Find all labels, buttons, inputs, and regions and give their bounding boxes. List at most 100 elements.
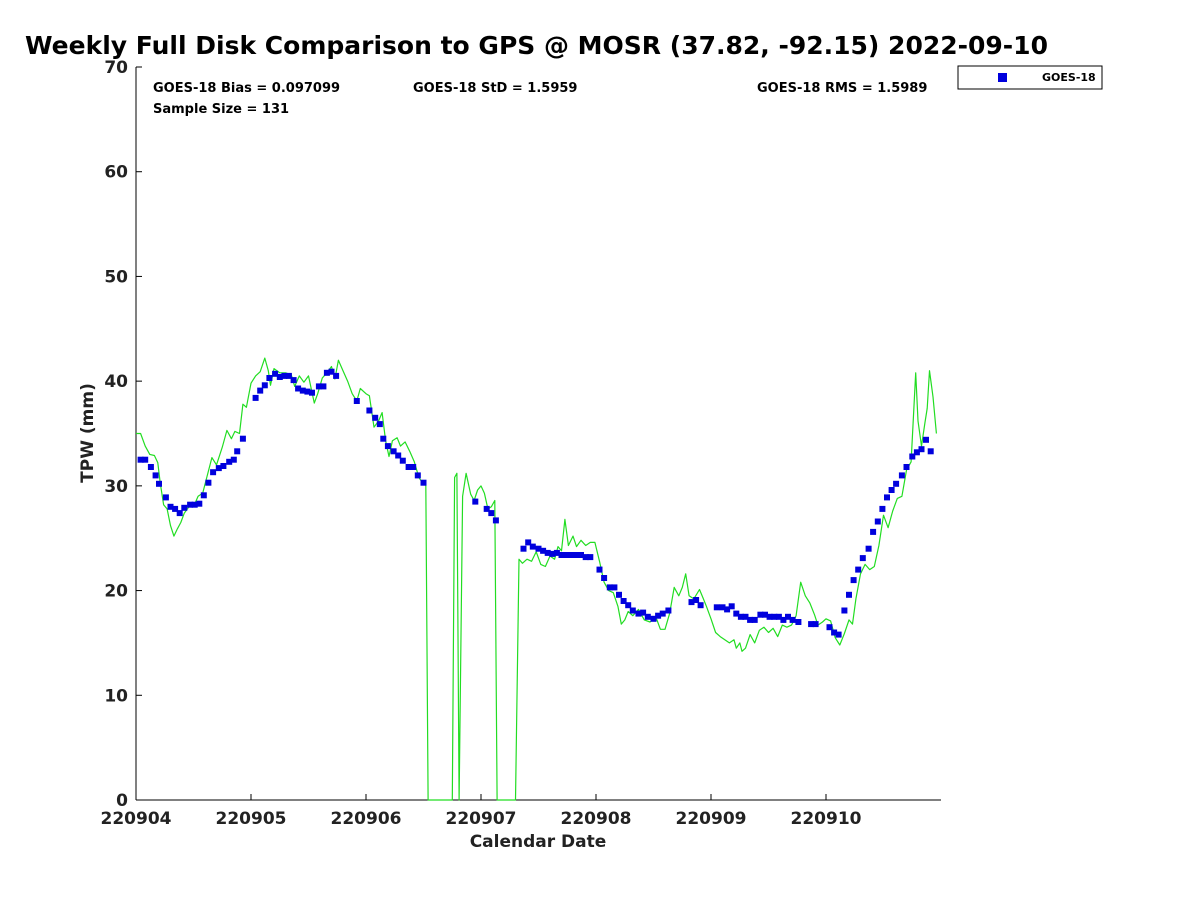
goes-18-point xyxy=(162,494,169,501)
goes-18-point xyxy=(578,552,584,558)
goes-18-point xyxy=(850,577,857,584)
gps-line xyxy=(136,357,937,801)
goes-18-point xyxy=(520,545,527,552)
goes-18-point xyxy=(172,505,179,512)
y-axis-label: TPW (mm) xyxy=(78,383,98,483)
goes-18-point xyxy=(587,554,594,561)
goes-18-point xyxy=(210,469,217,476)
goes-18-point xyxy=(629,607,636,614)
goes-18-point xyxy=(841,607,848,614)
y-tick-label: 60 xyxy=(104,163,128,183)
goes-18-point xyxy=(234,448,241,455)
goes-18-point xyxy=(573,552,580,558)
goes-18-point xyxy=(328,368,335,375)
goes-18-point xyxy=(697,602,704,609)
goes-18-point xyxy=(390,448,397,455)
x-axis-ticks: 220904 220905 220906 220907 220908 220909 2209… xyxy=(101,794,862,829)
goes-18-point xyxy=(196,500,203,507)
goes-18-point xyxy=(353,398,360,404)
goes-18-point xyxy=(320,383,327,390)
y-tick-label: 30 xyxy=(104,477,128,497)
goes-18-point xyxy=(529,543,536,550)
goes-18-point xyxy=(142,456,149,463)
goes-18-point xyxy=(751,616,758,623)
goes-18-point xyxy=(220,463,227,469)
std-stat: GOES-18 StD = 1.5959 xyxy=(413,81,577,96)
goes-18-point xyxy=(903,464,910,470)
goes-18-point xyxy=(137,456,144,463)
goes-18-point xyxy=(665,607,672,614)
sample-size-stat: Sample Size = 131 xyxy=(153,102,289,117)
goes-18-point xyxy=(635,610,642,617)
goes-18-point xyxy=(927,448,934,455)
goes-18-point xyxy=(757,611,764,618)
goes-18-point xyxy=(766,613,773,620)
y-tick-label: 10 xyxy=(104,686,128,706)
goes-18-point xyxy=(874,518,881,525)
goes-18-point xyxy=(789,616,796,623)
goes-18-point xyxy=(913,449,920,456)
goes-18-point xyxy=(659,610,666,617)
legend-box xyxy=(957,65,1103,90)
goes-18-point xyxy=(620,598,627,604)
goes-18-point xyxy=(549,550,556,557)
goes-18-point xyxy=(299,387,306,394)
x-tick-label: 220907 xyxy=(446,809,517,829)
legend-label-goes-18: GOES-18 xyxy=(1042,71,1096,84)
y-axis-ticks: 0 10 20 30 40 50 60 70 xyxy=(104,58,142,811)
goes-18-point xyxy=(601,575,608,581)
goes-18-point xyxy=(156,480,162,487)
goes-18-point xyxy=(215,465,222,472)
goes-18-point xyxy=(535,545,542,552)
goes-18-point xyxy=(472,498,479,505)
x-tick-label: 220908 xyxy=(561,809,632,829)
goes-18-point xyxy=(644,613,651,620)
goes-18-point xyxy=(366,407,373,414)
x-axis-label: Calendar Date xyxy=(470,832,607,852)
goes-18-point xyxy=(399,457,406,464)
goes-18-point xyxy=(582,554,589,561)
goes-18-point xyxy=(898,472,905,479)
goes-18-point xyxy=(553,549,560,556)
goes-18-point xyxy=(410,464,417,470)
goes-18-point xyxy=(315,383,322,390)
goes-18-point xyxy=(835,631,842,638)
goes-18-point xyxy=(865,545,872,552)
legend: GOES-18 xyxy=(957,65,1103,90)
goes-18-point xyxy=(230,456,237,463)
goes-18-point xyxy=(596,566,603,573)
goes-18-point xyxy=(780,616,787,623)
goes-18-point xyxy=(625,602,632,609)
goes-18-point xyxy=(191,501,198,508)
goes-18-point xyxy=(870,528,877,535)
goes-18-point xyxy=(252,394,259,401)
goes-18-point xyxy=(724,606,731,613)
goes-18-point xyxy=(826,624,833,631)
goes-18-point xyxy=(384,443,391,450)
y-tick-label: 20 xyxy=(104,582,128,602)
goes-18-point xyxy=(909,453,916,460)
goes-18-point xyxy=(290,377,297,384)
y-tick-label: 40 xyxy=(104,372,128,392)
goes-18-point xyxy=(167,503,174,510)
goes-18-point xyxy=(640,609,647,616)
goes-18-point xyxy=(611,584,618,591)
goes-18-point xyxy=(737,613,744,620)
plot-area: 0 10 20 30 40 50 60 70 220904 220905 220906 220907… xyxy=(101,58,941,829)
goes-18-point xyxy=(846,591,852,598)
goes-18-point xyxy=(152,472,159,479)
x-tick-label: 220910 xyxy=(791,809,862,829)
goes-18-point xyxy=(655,612,662,619)
x-tick-label: 220909 xyxy=(676,809,747,829)
goes-18-point xyxy=(420,479,427,486)
goes-18-point xyxy=(923,436,929,443)
goes-18-point xyxy=(568,552,575,558)
goes-18-point xyxy=(200,492,207,499)
goes-18-point xyxy=(747,616,754,623)
goes-18-point xyxy=(719,604,726,611)
goes-18-point xyxy=(775,613,782,620)
axes-frame xyxy=(136,67,941,800)
bias-stat: GOES-18 Bias = 0.097099 xyxy=(153,81,340,96)
goes-18-point xyxy=(276,374,283,380)
